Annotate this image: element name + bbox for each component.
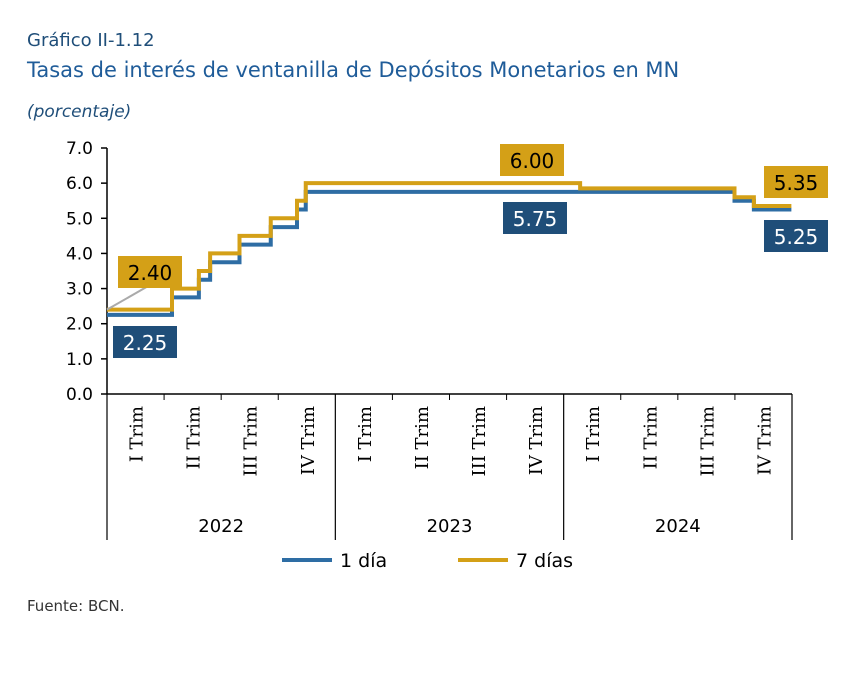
chart-title: Tasas de interés de ventanilla de Depósi… [27, 58, 680, 82]
data-label-box [764, 220, 828, 252]
quarter-label: III Trim [697, 406, 718, 477]
data-label: 6.00 [510, 149, 555, 173]
y-tick-label: 7.0 [66, 139, 93, 159]
data-label: 5.35 [774, 171, 819, 195]
quarter-label: III Trim [469, 406, 490, 477]
data-label-box [764, 166, 828, 198]
y-tick-label: 4.0 [66, 244, 93, 264]
annotation-leader [106, 284, 151, 311]
quarter-label: III Trim [241, 406, 262, 477]
year-label: 2022 [198, 516, 244, 537]
data-label-box [500, 144, 564, 176]
quarter-label: I Trim [127, 406, 148, 462]
y-tick-label: 2.0 [66, 315, 93, 335]
data-label-box [113, 326, 177, 358]
quarter-label: II Trim [640, 406, 661, 469]
data-label-box [503, 202, 567, 234]
legend-label: 7 días [516, 550, 573, 572]
quarter-label: IV Trim [526, 406, 547, 475]
quarter-label: IV Trim [298, 406, 319, 475]
data-label: 2.40 [128, 261, 173, 285]
y-tick-label: 0.0 [66, 385, 93, 405]
y-tick-label: 1.0 [66, 350, 93, 370]
legend-label: 1 día [340, 550, 387, 572]
series-line-7-dias [107, 181, 792, 312]
chart-unit: (porcentaje) [27, 102, 132, 122]
chart-supertitle: Gráfico II-1.12 [27, 30, 155, 51]
source-note: Fuente: BCN. [27, 597, 125, 615]
y-tick-label: 6.0 [66, 174, 93, 194]
year-label: 2023 [427, 516, 473, 537]
data-label: 5.25 [774, 225, 819, 249]
y-tick-label: 3.0 [66, 280, 93, 300]
year-label: 2024 [655, 516, 701, 537]
y-tick-label: 5.0 [66, 209, 93, 229]
quarter-label: II Trim [184, 406, 205, 469]
data-label: 5.75 [513, 207, 558, 231]
quarter-label: II Trim [412, 406, 433, 469]
quarter-label: I Trim [355, 406, 376, 462]
data-label-box [118, 256, 182, 288]
quarter-label: I Trim [583, 406, 604, 462]
data-label: 2.25 [123, 331, 168, 355]
quarter-label: IV Trim [754, 406, 775, 475]
